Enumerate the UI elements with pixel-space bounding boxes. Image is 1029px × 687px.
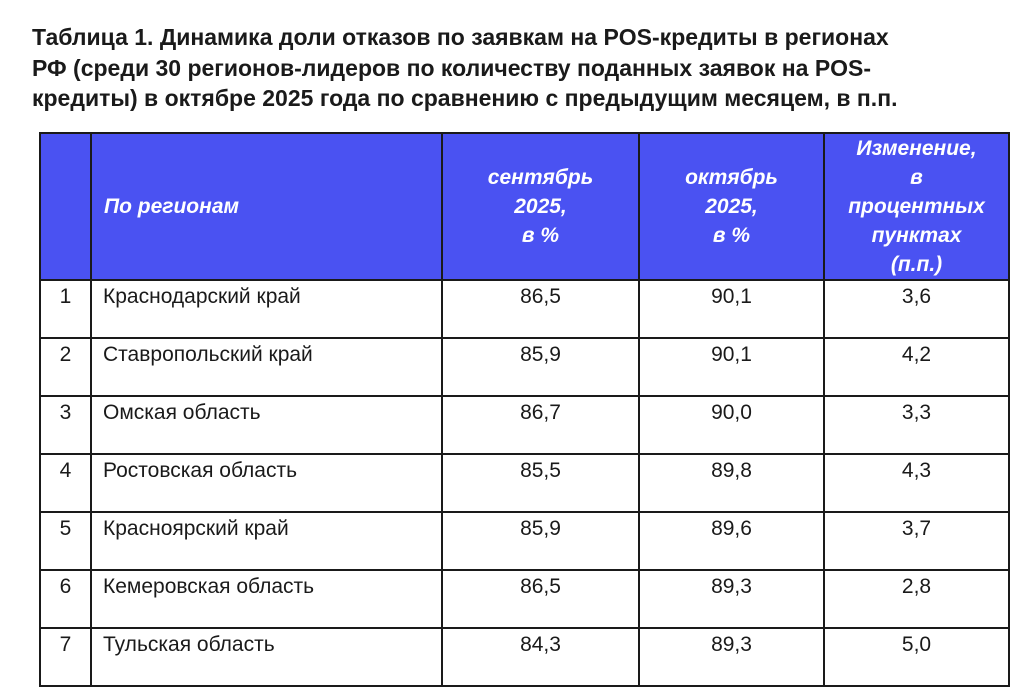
table-row: 4 Ростовская область 85,5 89,8 4,3: [39, 453, 1010, 513]
header-change-line-2: в: [910, 166, 923, 189]
table-caption: Таблица 1. Динамика доли отказов по заяв…: [32, 22, 1007, 114]
table-row: 3 Омская область 86,7 90,0 3,3: [39, 395, 1010, 455]
row-change-value: 3,7: [823, 511, 1010, 571]
caption-line-2: РФ (среди 30 регионов-лидеров по количес…: [32, 54, 872, 81]
row-october-value: 90,0: [638, 395, 825, 455]
row-change-value: 3,6: [823, 279, 1010, 339]
header-october-line-1: октябрь: [685, 166, 778, 189]
table-header: По регионам сентябрь 2025, в % октябрь 2…: [39, 132, 1010, 281]
row-region: Ростовская область: [90, 453, 443, 513]
header-change-line-4: пунктах: [871, 224, 962, 247]
row-october-value: 89,3: [638, 569, 825, 629]
header-region: По регионам: [90, 132, 443, 281]
header-row: По регионам сентябрь 2025, в % октябрь 2…: [39, 132, 1010, 281]
table-row: 7 Тульская область 84,3 89,3 5,0: [39, 627, 1010, 687]
regions-table: По регионам сентябрь 2025, в % октябрь 2…: [39, 132, 1010, 687]
row-change-value: 3,3: [823, 395, 1010, 455]
header-change-line-3: процентных: [848, 195, 985, 218]
table-row: 6 Кемеровская область 86,5 89,3 2,8: [39, 569, 1010, 629]
row-october-value: 89,8: [638, 453, 825, 513]
header-change: Изменение, в процентных пунктах (п.п.): [823, 132, 1010, 281]
row-october-value: 90,1: [638, 279, 825, 339]
row-number: 2: [39, 337, 92, 397]
row-number: 1: [39, 279, 92, 339]
row-region: Красноярский край: [90, 511, 443, 571]
row-number: 3: [39, 395, 92, 455]
row-number: 4: [39, 453, 92, 513]
header-change-line-1: Изменение,: [856, 137, 977, 160]
caption-line-1: Таблица 1. Динамика доли отказов по заяв…: [32, 24, 889, 50]
table-body: 1 Краснодарский край 86,5 90,1 3,6 2 Ста…: [39, 279, 1010, 687]
header-october: октябрь 2025, в %: [638, 132, 825, 281]
row-september-value: 85,9: [441, 511, 640, 571]
row-september-value: 85,9: [441, 337, 640, 397]
table-row: 1 Краснодарский край 86,5 90,1 3,6: [39, 279, 1010, 339]
row-september-value: 86,7: [441, 395, 640, 455]
row-number: 7: [39, 627, 92, 687]
header-september-line-1: сентябрь: [487, 166, 594, 189]
row-number: 5: [39, 511, 92, 571]
header-september-line-3: в %: [521, 224, 560, 247]
header-october-line-2: 2025,: [705, 195, 758, 218]
table-row: 5 Красноярский край 85,9 89,6 3,7: [39, 511, 1010, 571]
row-september-value: 86,5: [441, 569, 640, 629]
header-change-line-5: (п.п.): [890, 253, 943, 276]
row-september-value: 85,5: [441, 453, 640, 513]
row-number: 6: [39, 569, 92, 629]
row-region: Ставропольский край: [90, 337, 443, 397]
row-october-value: 90,1: [638, 337, 825, 397]
row-september-value: 86,5: [441, 279, 640, 339]
row-october-value: 89,6: [638, 511, 825, 571]
row-change-value: 5,0: [823, 627, 1010, 687]
row-region: Кемеровская область: [90, 569, 443, 629]
header-october-line-3: в %: [712, 224, 751, 247]
row-change-value: 4,2: [823, 337, 1010, 397]
header-september: сентябрь 2025, в %: [441, 132, 640, 281]
header-september-line-2: 2025,: [514, 195, 567, 218]
header-number: [39, 132, 92, 281]
row-change-value: 2,8: [823, 569, 1010, 629]
caption-line-3: кредиты) в октябре 2025 года по сравнени…: [32, 85, 898, 111]
row-october-value: 89,3: [638, 627, 825, 687]
row-change-value: 4,3: [823, 453, 1010, 513]
row-region: Тульская область: [90, 627, 443, 687]
row-september-value: 84,3: [441, 627, 640, 687]
row-region: Краснодарский край: [90, 279, 443, 339]
row-region: Омская область: [90, 395, 443, 455]
table-row: 2 Ставропольский край 85,9 90,1 4,2: [39, 337, 1010, 397]
